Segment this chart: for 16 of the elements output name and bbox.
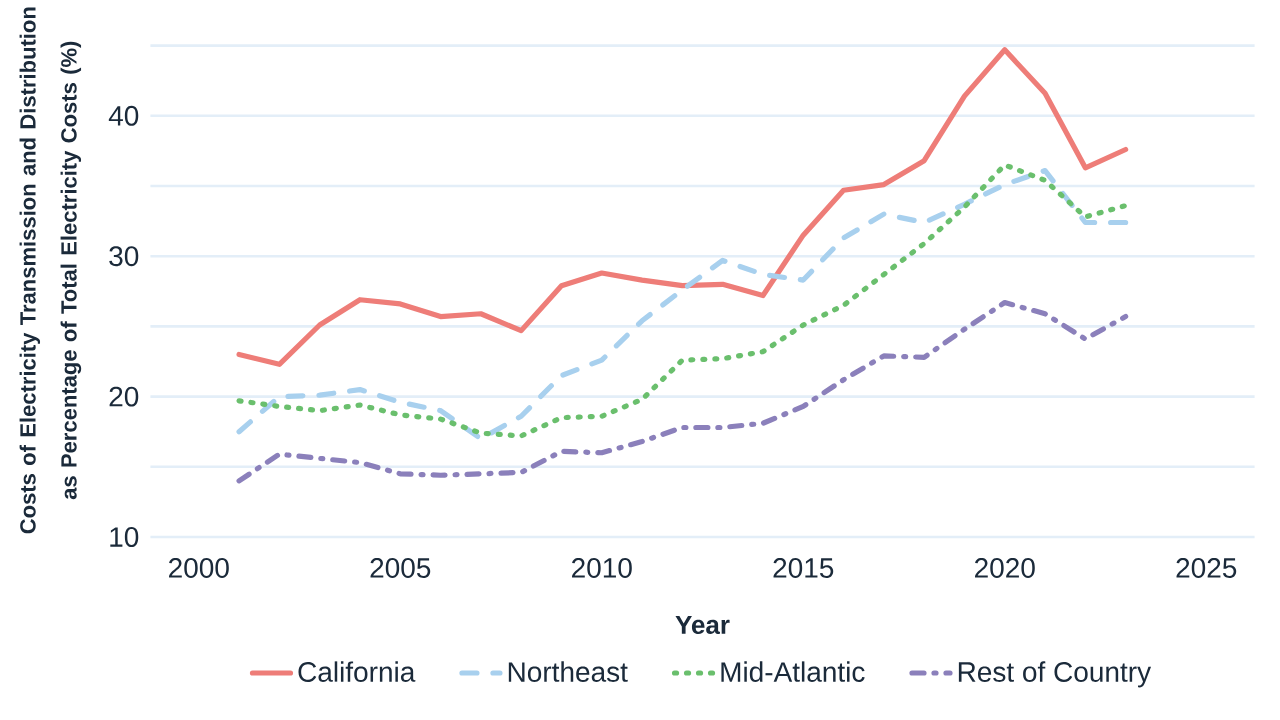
legend-label: Rest of Country (958, 661, 1152, 688)
y-axis-title: Costs of Electricity Transmission and Distribution as Percentage of Total Electricity Costs (%) (19, 7, 82, 534)
x-tick-label: 2020 (975, 558, 1035, 578)
y-tick-label: 30 (109, 246, 139, 267)
y-tick-label: 40 (108, 105, 139, 126)
x-tick-label: 2000 (169, 558, 229, 578)
x-axis-title: Year (675, 615, 730, 635)
x-tick-label: 2025 (1176, 558, 1237, 578)
x-tick-label: 2010 (572, 558, 632, 578)
y-tick-label: 10 (110, 527, 139, 547)
legend-label: California (298, 661, 416, 682)
y-tick-label: 20 (109, 386, 139, 407)
legend-label: Mid-Atlantic (721, 661, 865, 682)
x-tick-label: 2005 (370, 558, 431, 578)
x-tick-label: 2015 (773, 558, 834, 578)
legend-label: Northeast (508, 661, 628, 682)
